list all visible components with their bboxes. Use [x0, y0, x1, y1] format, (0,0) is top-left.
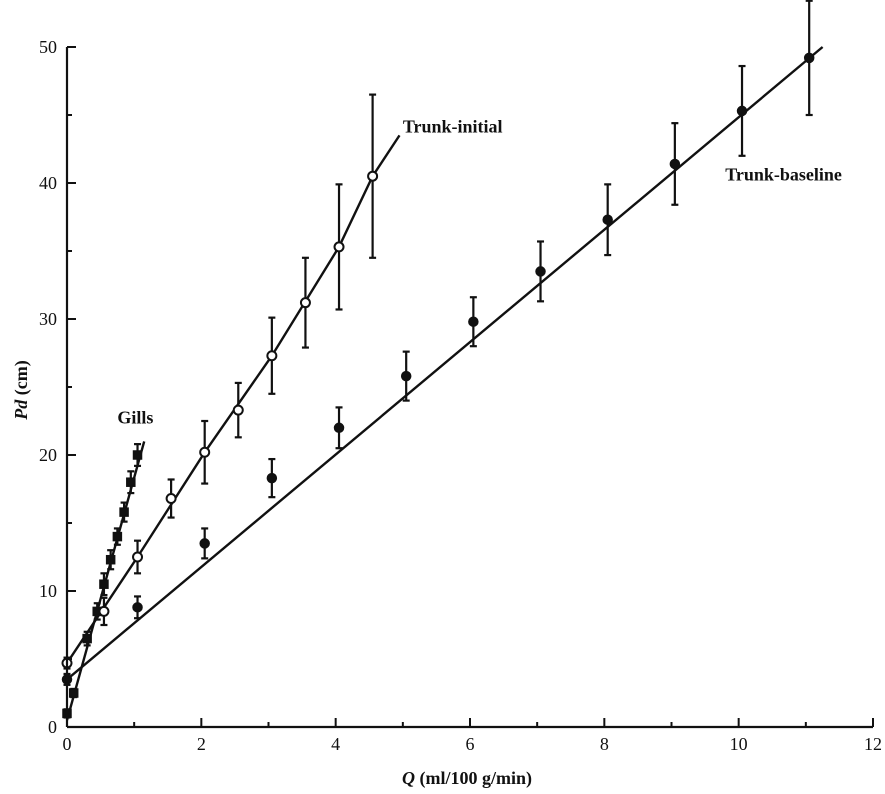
trunk-baseline-point	[199, 538, 210, 549]
data-points	[61, 52, 815, 719]
trunk-baseline-point	[132, 602, 143, 613]
gills-point	[99, 579, 109, 589]
x-tick-label: 0	[63, 734, 72, 754]
x-tick-label: 4	[331, 734, 340, 754]
gills-point	[112, 531, 123, 542]
y-tick-label: 30	[39, 309, 57, 329]
x-tick-label: 10	[730, 734, 748, 754]
trunk-initial-point	[367, 170, 379, 182]
trunk-baseline-point	[602, 214, 613, 225]
y-tick-label: 50	[39, 37, 57, 57]
trunk-baseline-point	[468, 316, 479, 327]
trunk-baseline-series-label: Trunk-baseline	[725, 164, 842, 184]
y-tick-label: 40	[39, 173, 57, 193]
trunk-baseline-point	[400, 370, 412, 382]
trunk-baseline-point	[669, 158, 681, 170]
x-axis-title-symbol: Q	[402, 768, 415, 788]
gills-series-label: Gills	[117, 408, 153, 428]
x-axis-title: Q (ml/100 g/min)	[402, 768, 532, 789]
x-tick-label: 12	[864, 734, 882, 754]
gills-point	[126, 477, 136, 487]
trunk-initial-point	[98, 605, 110, 617]
fit-lines	[65, 46, 824, 721]
tick-labels: 0 2 4 6 8 10 12 0 10 20 30 40 50	[39, 37, 882, 754]
series-labels: Gills Trunk-initial Trunk-baseline	[117, 117, 842, 428]
y-tick-label: 0	[48, 717, 57, 737]
trunk-baseline-point	[266, 472, 278, 484]
trunk-initial-point	[266, 350, 278, 362]
x-tick-label: 6	[466, 734, 475, 754]
x-tick-label: 2	[197, 734, 206, 754]
y-axis-title-unit: (cm)	[11, 360, 32, 399]
gills-point	[82, 633, 92, 644]
trunk-baseline-point	[333, 422, 345, 434]
gills-point	[132, 450, 143, 460]
axes	[65, 46, 874, 729]
trunk-initial-series-label: Trunk-initial	[403, 117, 503, 137]
trunk-baseline-point	[736, 105, 748, 117]
trunk-initial-point	[232, 404, 244, 416]
y-tick-label: 10	[39, 581, 57, 601]
trunk-initial-point	[132, 551, 144, 563]
gills-point	[105, 554, 116, 565]
trunk-initial-point	[199, 446, 211, 458]
y-tick-label: 20	[39, 445, 57, 465]
y-axis-title: Pd (cm)	[11, 360, 32, 420]
trunk-baseline-fit-line	[66, 46, 824, 681]
error-bars	[63, 0, 813, 719]
x-tick-label: 8	[600, 734, 609, 754]
trunk-initial-point	[333, 241, 345, 253]
y-axis-title-symbol: Pd	[11, 399, 31, 421]
trunk-initial-point	[299, 297, 311, 309]
gills-point	[119, 507, 129, 517]
trunk-initial-fit-line	[66, 134, 401, 664]
trunk-initial-point	[165, 493, 177, 505]
trunk-baseline-point	[535, 266, 546, 277]
x-axis-title-unit: (ml/100 g/min)	[415, 768, 532, 789]
gills-point	[68, 688, 79, 698]
trunk-baseline-point	[803, 52, 815, 64]
